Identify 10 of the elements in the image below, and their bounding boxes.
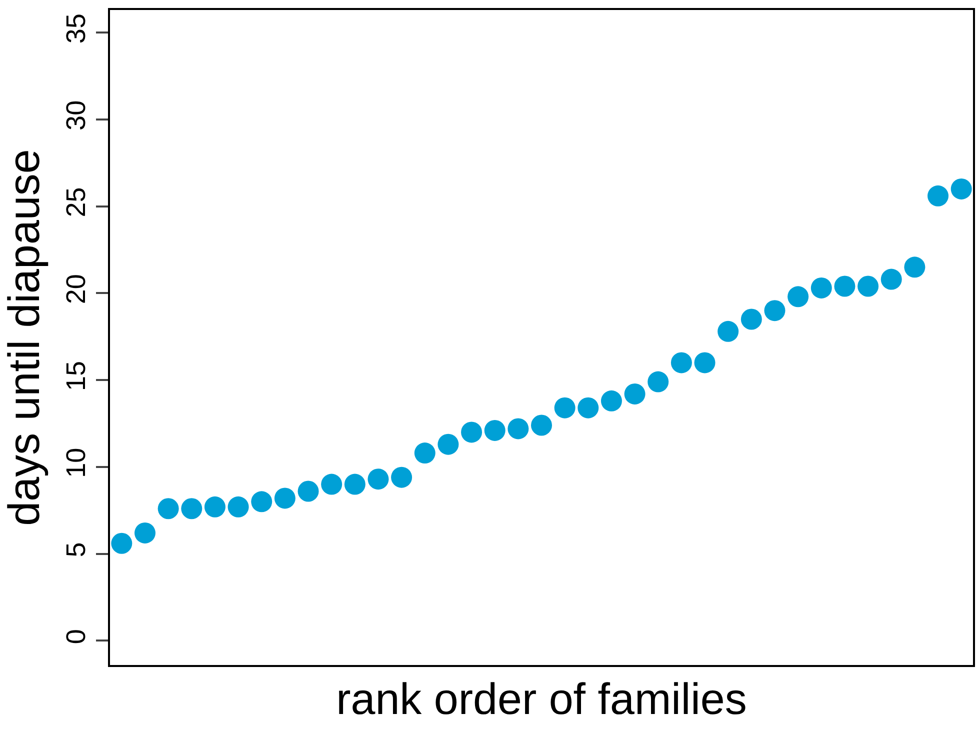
y-tick-label: 0 (61, 629, 92, 644)
x-axis-title: rank order of families (336, 675, 747, 724)
y-tick-label: 35 (61, 14, 92, 44)
y-tick-label: 10 (61, 448, 92, 478)
y-tick-label: 15 (61, 360, 92, 392)
y-tick-label: 30 (61, 100, 92, 130)
y-tick-label: 20 (61, 274, 92, 304)
y-tick-label: 5 (61, 542, 92, 558)
y-axis-title: days until diapause (0, 149, 49, 526)
y-tick-label: 25 (61, 187, 92, 218)
